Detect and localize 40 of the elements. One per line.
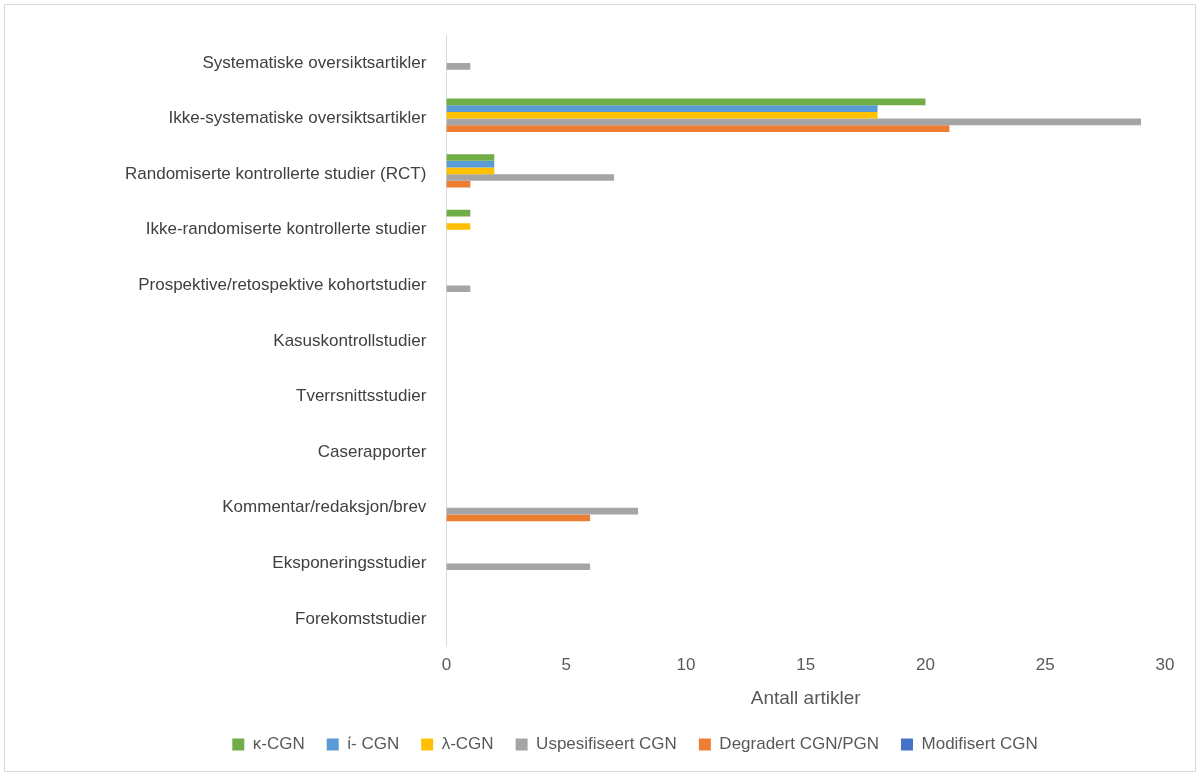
bar bbox=[446, 223, 471, 230]
bar bbox=[446, 63, 471, 70]
legend-label: κ-CGN bbox=[252, 734, 305, 754]
legend-label: Degradert CGN/PGN bbox=[719, 734, 880, 754]
bar bbox=[446, 160, 495, 168]
y-tick-label: Kasuskontrollstudier bbox=[273, 330, 427, 350]
bar bbox=[446, 563, 591, 571]
x-tick-label: 10 bbox=[676, 654, 696, 674]
legend-label: ί- CGN bbox=[347, 734, 400, 754]
y-tick-label: Prospektive/retospektive kohortstudier bbox=[138, 275, 427, 295]
x-tick-label: 0 bbox=[441, 654, 452, 674]
x-tick-label: 5 bbox=[561, 654, 571, 674]
y-tick-label: Ikke-systematiske oversiktsartikler bbox=[168, 108, 427, 128]
x-tick-label: 25 bbox=[1035, 654, 1055, 674]
x-axis-title: Antall artikler bbox=[750, 686, 862, 708]
bar bbox=[446, 154, 495, 161]
x-tick-label: 20 bbox=[916, 654, 935, 674]
bar bbox=[446, 514, 591, 522]
x-tick-label: 15 bbox=[796, 654, 816, 674]
bar bbox=[446, 174, 615, 181]
y-tick-label: Eksponeringsstudier bbox=[272, 553, 427, 573]
bar bbox=[446, 125, 950, 132]
bar bbox=[446, 98, 926, 106]
legend-label: Uspesifiseert CGN bbox=[536, 734, 677, 754]
y-tick-label: Ikke-randomiserte kontrollerte studier bbox=[145, 219, 427, 239]
bar bbox=[446, 285, 471, 293]
y-tick-label: Forekomststudier bbox=[295, 608, 427, 628]
bar bbox=[446, 180, 471, 188]
y-tick-label: Randomiserte kontrollerte studier (RCT) bbox=[124, 163, 427, 183]
bar bbox=[446, 507, 639, 515]
y-tick-label: Kommentar/redaksjon/brev bbox=[222, 497, 427, 517]
legend-label: λ-CGN bbox=[441, 734, 494, 754]
bar bbox=[446, 111, 878, 119]
x-tick-label: 30 bbox=[1155, 654, 1175, 674]
bar bbox=[446, 105, 878, 112]
legend-label: Modifisert CGN bbox=[921, 734, 1038, 754]
y-tick-label: Tverrsnittsstudier bbox=[296, 386, 427, 406]
bar bbox=[446, 118, 1142, 126]
y-tick-label: Caserapporter bbox=[317, 441, 427, 461]
y-tick-label: Systematiske oversiktsartikler bbox=[202, 52, 427, 72]
